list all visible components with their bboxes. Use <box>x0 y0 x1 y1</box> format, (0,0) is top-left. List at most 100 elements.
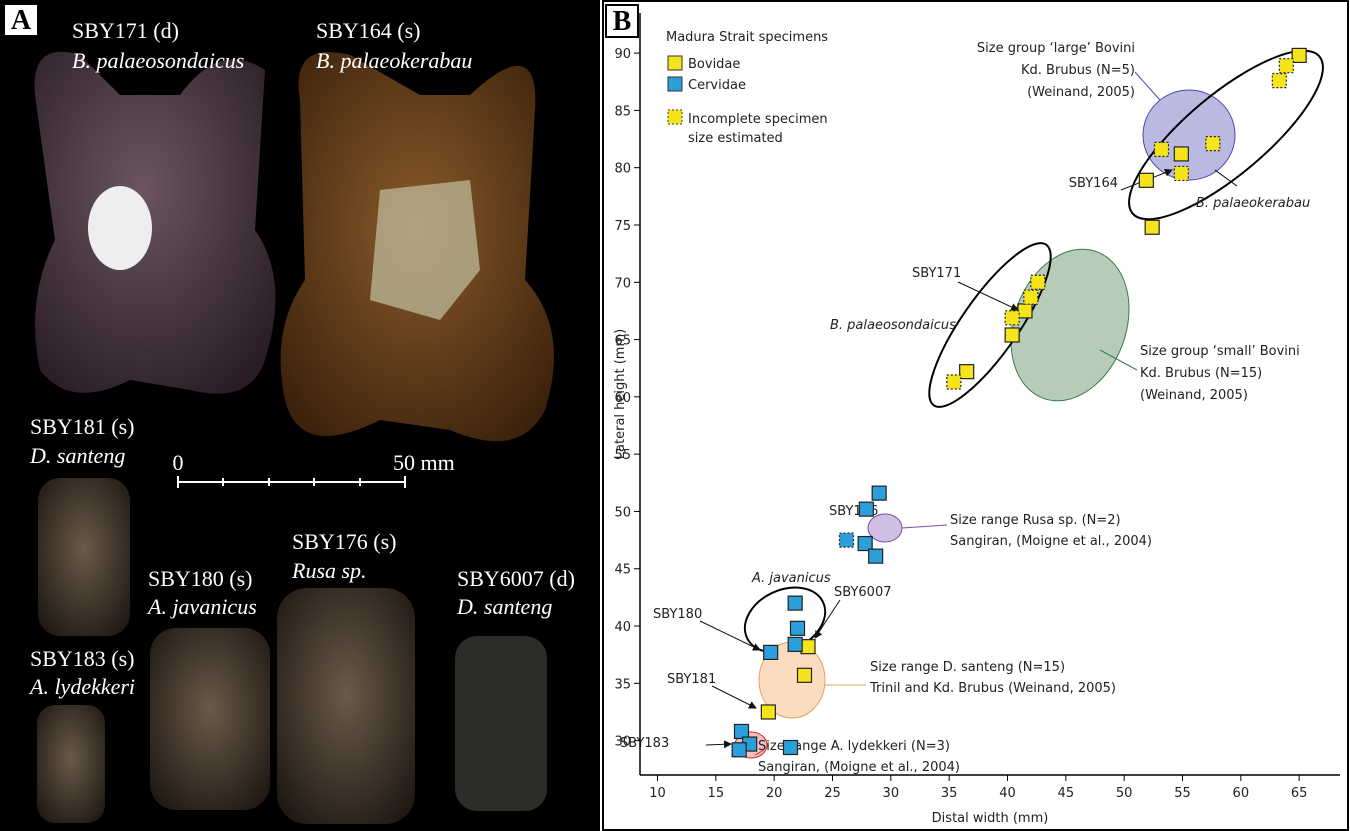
x-tick-label: 65 <box>1291 786 1308 801</box>
specimen-id: SBY164 (s) <box>316 18 421 43</box>
specimen-taxon: A. lydekkeri <box>28 674 135 699</box>
leader <box>1134 71 1161 101</box>
x-tick-label: 55 <box>1174 786 1191 801</box>
x-tick-label: 15 <box>708 786 725 801</box>
y-tick-label: 85 <box>614 104 631 119</box>
y-tick-label: 50 <box>614 505 631 520</box>
point <box>838 532 855 548</box>
x-tick-label: 10 <box>649 786 666 801</box>
specimen-id: SBY183 (s) <box>30 646 135 671</box>
specimen-id: SBY176 (s) <box>292 529 397 554</box>
point <box>1023 289 1039 305</box>
point <box>858 501 874 517</box>
group-label: B. palaeosondaicus <box>830 318 956 333</box>
y-tick-label: 65 <box>614 334 631 349</box>
point-label: SBY181 <box>667 672 716 687</box>
y-tick-label: 55 <box>614 448 631 463</box>
specimen-id: SBY6007 (d) <box>457 566 575 591</box>
point <box>871 485 887 501</box>
y-tick-label: 35 <box>614 677 631 692</box>
annotation: Size range D. santeng (N=15) <box>870 660 1065 675</box>
legend-label: Cervidae <box>688 78 746 93</box>
annotations: Size group ‘large’ Bovini Kd. Brubus (N=… <box>620 41 1310 775</box>
x-axis-label: Distal width (mm) <box>932 811 1049 826</box>
photo-sby180 <box>150 628 270 810</box>
specimen-id: SBY181 (s) <box>30 414 135 439</box>
legend-swatch <box>667 55 683 71</box>
point-label: SBY6007 <box>834 585 891 600</box>
leader <box>1099 349 1138 371</box>
point <box>1173 146 1189 162</box>
annotation: Size range Rusa sp. (N=2) <box>950 513 1121 528</box>
specimen-taxon: B. palaeokerabau <box>316 48 472 73</box>
y-tick-label: 30 <box>614 735 631 750</box>
photo-sby6007 <box>455 636 547 811</box>
y-tick-label: 75 <box>614 219 631 234</box>
point <box>1271 73 1287 89</box>
scale-bar <box>177 476 406 488</box>
x-tick-label: 30 <box>883 786 900 801</box>
legend-note: Incomplete specimen size estimated <box>688 112 828 146</box>
point <box>731 742 747 758</box>
x-tick-label: 20 <box>766 786 783 801</box>
photo-sby176 <box>277 588 415 824</box>
annotation: Size group ‘large’ Bovini <box>977 41 1135 56</box>
photo-patch <box>88 186 152 270</box>
point <box>796 667 813 683</box>
point <box>782 739 799 756</box>
specimen-taxon: A. javanicus <box>146 594 257 619</box>
point <box>763 644 779 660</box>
legend-swatch <box>667 109 683 125</box>
point <box>800 639 816 655</box>
legend-label: Bovidae <box>688 57 740 72</box>
specimen-taxon: D. santeng <box>29 443 125 468</box>
x-tick-label: 25 <box>824 786 841 801</box>
point <box>1004 310 1020 326</box>
point <box>787 636 803 652</box>
point <box>1291 47 1307 63</box>
point <box>787 595 803 611</box>
point <box>1144 219 1160 235</box>
arrow <box>699 620 761 651</box>
y-tick-label: 90 <box>614 47 631 62</box>
group-ellipse <box>1128 49 1324 221</box>
point <box>1153 141 1170 157</box>
annotation: (Weinand, 2005) <box>1027 85 1135 100</box>
annotation: Trinil and Kd. Brubus (Weinand, 2005) <box>869 681 1116 696</box>
point <box>1138 172 1154 188</box>
point-label: SBY180 <box>653 607 702 622</box>
leader <box>754 749 765 756</box>
panel-label: A <box>11 5 32 36</box>
scale-label: 50 mm <box>393 450 455 475</box>
point <box>1004 327 1020 343</box>
point-label: SBY183 <box>620 736 669 751</box>
arrow <box>814 599 841 639</box>
annotation: Sangiran, (Moigne et al., 2004) <box>758 760 960 775</box>
specimen-id: SBY171 (d) <box>72 18 179 43</box>
range-ellipse <box>1142 89 1236 181</box>
point <box>1030 274 1046 290</box>
x-tick-label: 50 <box>1116 786 1133 801</box>
x-tick-label: 60 <box>1233 786 1250 801</box>
y-axis-label: Lateral height (mm) <box>613 329 628 459</box>
x-tick-label: 40 <box>999 786 1016 801</box>
photo-sby171 <box>34 51 276 394</box>
point <box>857 535 873 552</box>
point <box>868 548 884 564</box>
point <box>1278 58 1294 74</box>
specimen-taxon: Rusa sp. <box>291 558 367 583</box>
panel-label: B <box>613 6 632 37</box>
annotation: (Weinand, 2005) <box>1140 388 1248 403</box>
specimen-id: SBY180 (s) <box>148 566 253 591</box>
point <box>946 374 962 390</box>
y-tick-label: 60 <box>614 391 631 406</box>
arrow <box>957 281 1019 311</box>
point <box>1173 165 1189 182</box>
specimen-taxon: B. palaeosondaicus <box>72 48 244 73</box>
x-tick-label: 45 <box>1058 786 1075 801</box>
point-label: SBY164 <box>1069 176 1118 191</box>
y-tick-label: 80 <box>614 162 631 177</box>
annotation: Size group ‘small’ Bovini <box>1140 344 1300 359</box>
